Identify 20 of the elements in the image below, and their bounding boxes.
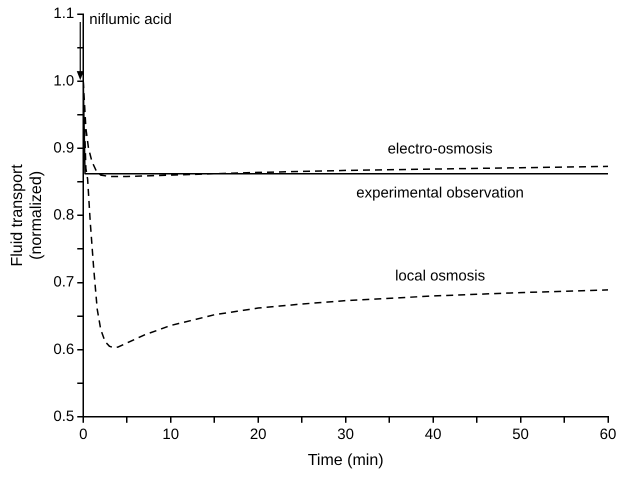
y-tick-label: 1.1 <box>53 5 74 22</box>
y-axis-title: Fluid transport (normalized) <box>9 164 46 267</box>
x-axis-title: Time (min) <box>308 452 384 469</box>
y-tick-label: 0.8 <box>53 206 74 224</box>
series-label: electro-osmosis <box>388 140 493 158</box>
y-tick-label: 0.7 <box>53 274 74 291</box>
x-tick-label: 50 <box>512 426 529 443</box>
y-tick-label: 0.5 <box>53 408 74 425</box>
x-tick-label: 60 <box>600 426 616 443</box>
x-tick-label: 10 <box>162 426 180 443</box>
x-tick-label: 40 <box>424 426 442 443</box>
x-tick-label: 20 <box>250 426 267 443</box>
y-tick-label: 1.0 <box>53 72 74 90</box>
x-tick-label: 0 <box>79 426 88 443</box>
x-tick-label: 30 <box>337 426 354 443</box>
annotation: niflumic acid <box>89 11 172 28</box>
y-tick-label: 0.9 <box>53 139 74 156</box>
series-label: local osmosis <box>395 267 486 284</box>
y-tick-label: 0.6 <box>53 340 74 358</box>
series-label: experimental observation <box>356 184 524 202</box>
